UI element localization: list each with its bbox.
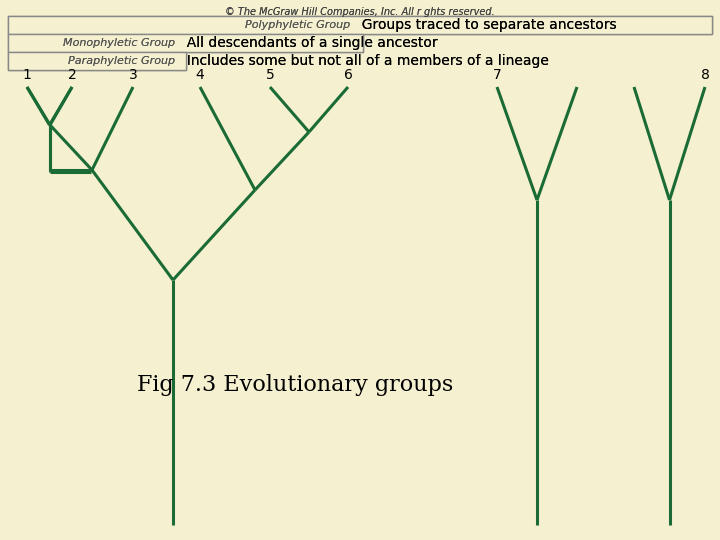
- Text: Monophyletic Group: Monophyletic Group: [63, 38, 175, 48]
- Text: © The McGraw Hill Companies, Inc. All r ghts reserved.: © The McGraw Hill Companies, Inc. All r …: [225, 7, 495, 17]
- Text: 8: 8: [701, 68, 709, 82]
- Text: All descendants of a single ancestor: All descendants of a single ancestor: [178, 36, 438, 50]
- Text: Polyphyletic Group: Polyphyletic Group: [245, 20, 350, 30]
- Text: Monophyletic Group: Monophyletic Group: [63, 38, 175, 48]
- Text: Groups traced to separate ancestors: Groups traced to separate ancestors: [353, 18, 616, 32]
- Bar: [8, 34, 363, 52]
- Text: 5: 5: [266, 68, 274, 82]
- Text: Groups traced to separate ancestors: Groups traced to separate ancestors: [353, 18, 616, 32]
- Text: Paraphyletic Group: Paraphyletic Group: [68, 56, 175, 66]
- Text: Fig 7.3 Evolutionary groups: Fig 7.3 Evolutionary groups: [137, 374, 453, 396]
- Bar: [8, 16, 712, 34]
- Text: Paraphyletic Group: Paraphyletic Group: [68, 56, 175, 66]
- Text: 2: 2: [68, 68, 76, 82]
- Bar: [8, 34, 363, 52]
- Text: Includes some but not all of a members of a lineage: Includes some but not all of a members o…: [178, 54, 549, 68]
- Text: Polyphyletic Group: Polyphyletic Group: [245, 20, 350, 30]
- Bar: [8, 16, 712, 34]
- Text: Includes some but not all of a members of a lineage: Includes some but not all of a members o…: [178, 54, 549, 68]
- Text: 3: 3: [129, 68, 138, 82]
- Text: 1: 1: [22, 68, 32, 82]
- Text: 7: 7: [492, 68, 501, 82]
- Text: 6: 6: [343, 68, 352, 82]
- Bar: [8, 52, 186, 70]
- Bar: [8, 52, 186, 70]
- Text: All descendants of a single ancestor: All descendants of a single ancestor: [178, 36, 438, 50]
- Text: © The McGraw Hill Companies, Inc. All r ghts reserved.: © The McGraw Hill Companies, Inc. All r …: [225, 7, 495, 17]
- Text: 4: 4: [196, 68, 204, 82]
